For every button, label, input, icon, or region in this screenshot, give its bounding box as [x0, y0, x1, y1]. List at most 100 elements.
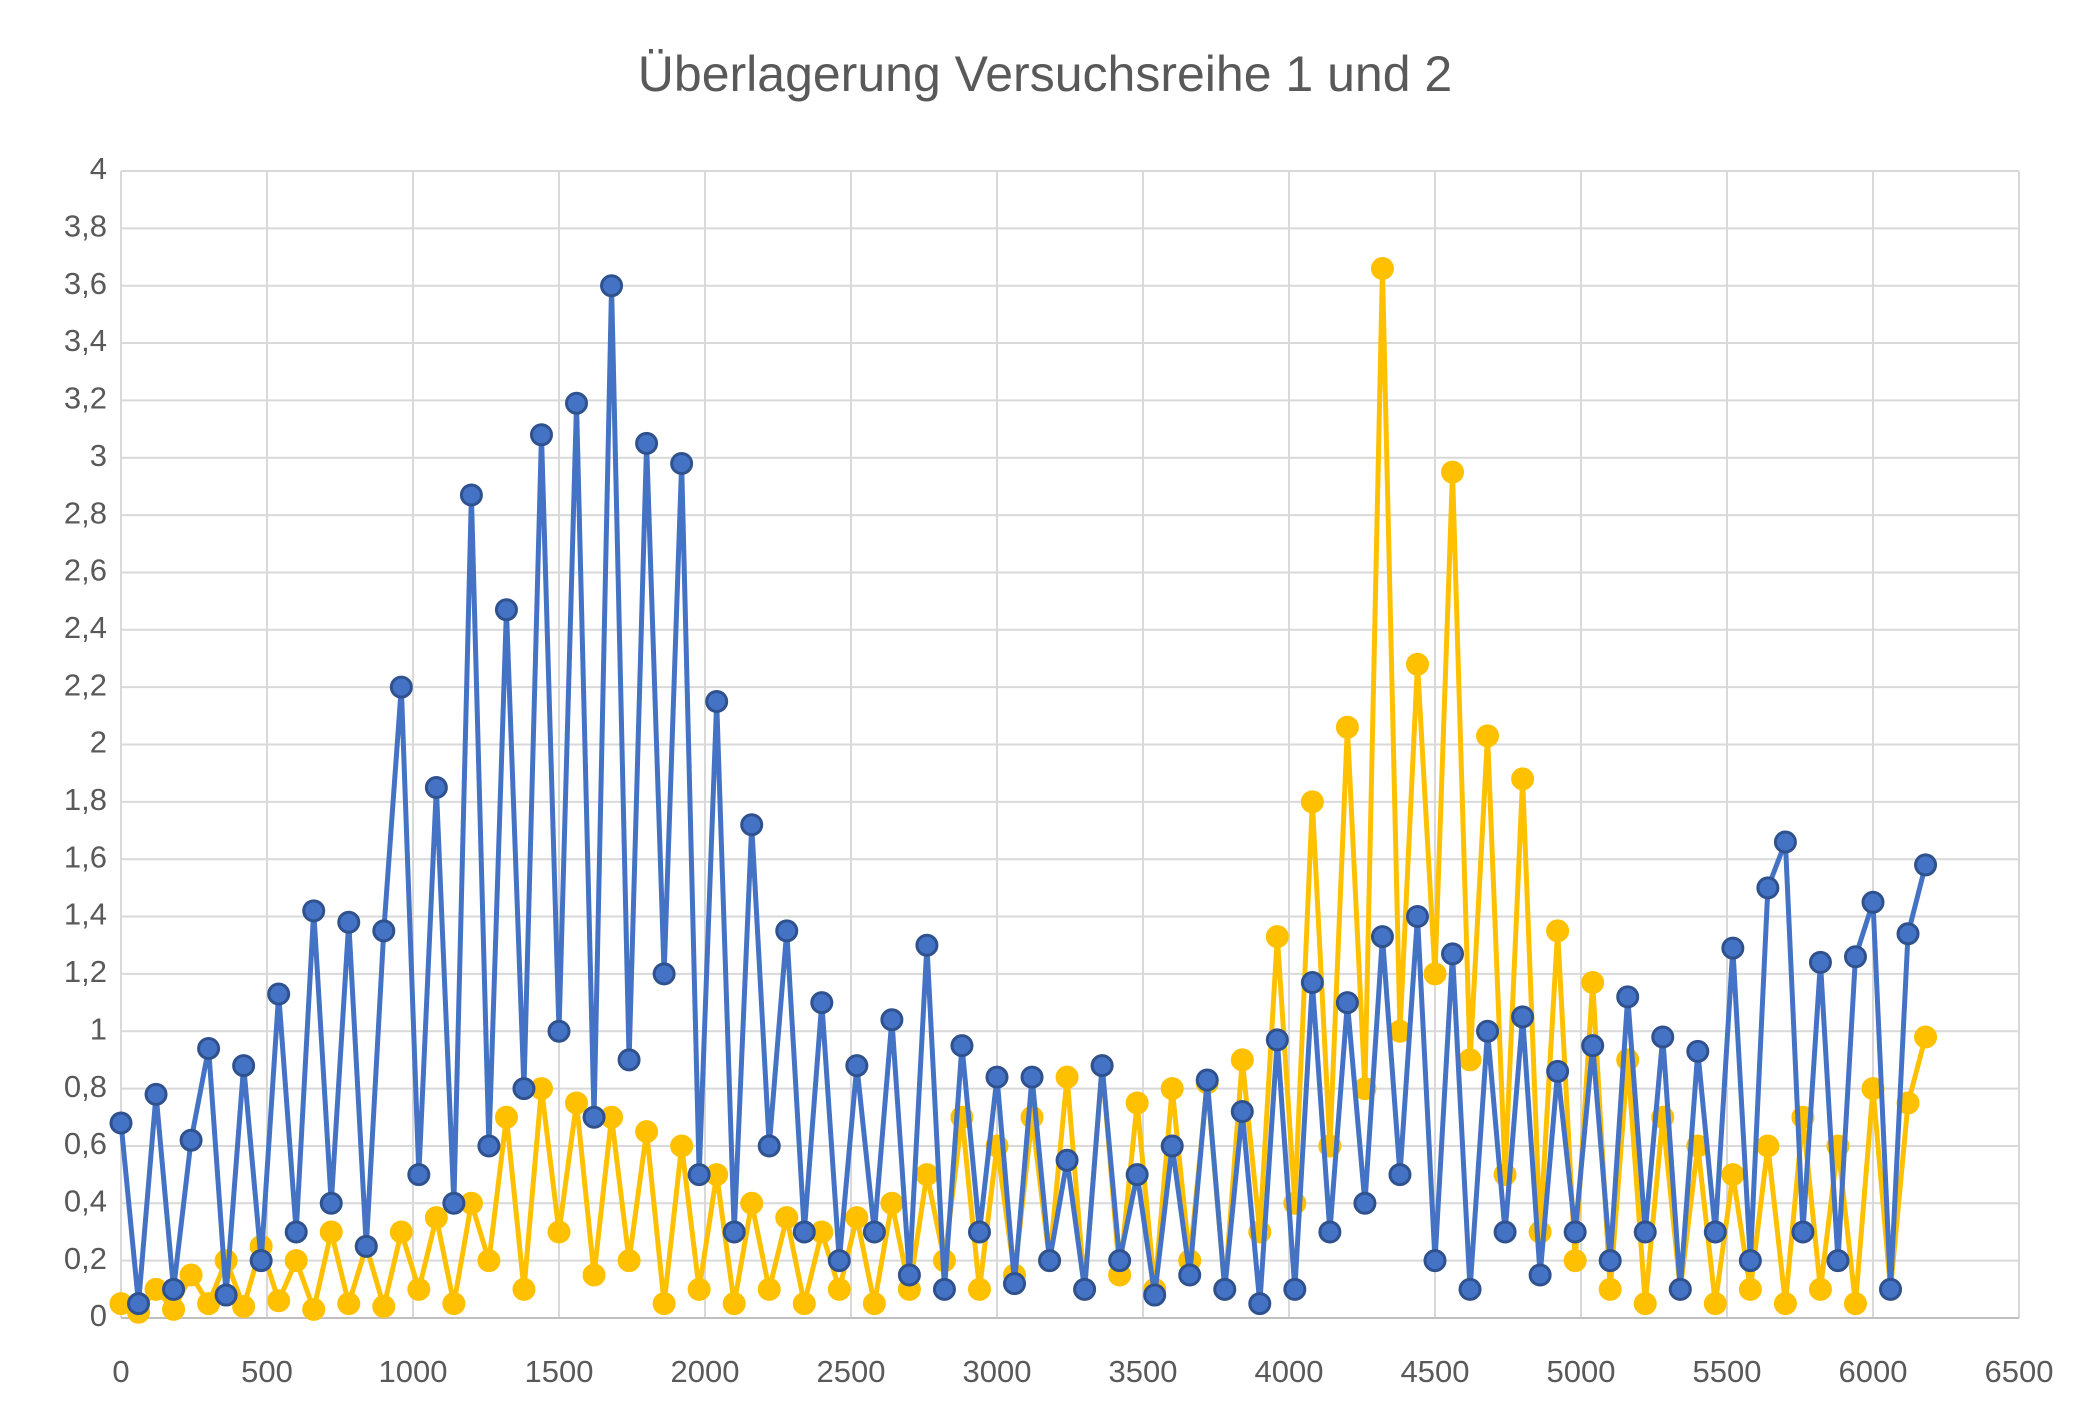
marker — [1914, 853, 1938, 877]
marker — [1879, 1277, 1903, 1301]
marker — [407, 1163, 431, 1187]
marker — [1843, 1292, 1867, 1316]
marker — [267, 1289, 291, 1313]
marker — [529, 423, 553, 447]
marker — [337, 910, 361, 934]
marker — [932, 1277, 956, 1301]
marker — [1318, 1220, 1342, 1244]
y-tick-label: 2,6 — [64, 553, 107, 588]
marker — [512, 1277, 536, 1301]
y-tick-label: 2,4 — [64, 610, 107, 645]
marker — [582, 1105, 606, 1129]
marker — [1108, 1249, 1132, 1273]
marker — [547, 1220, 571, 1244]
y-tick-label: 3,8 — [64, 209, 107, 244]
marker — [565, 1091, 589, 1115]
marker — [1038, 1249, 1062, 1273]
marker — [319, 1191, 343, 1215]
y-tick-label: 2 — [90, 725, 107, 760]
marker — [1423, 1249, 1447, 1273]
x-tick-label: 0 — [112, 1354, 129, 1389]
marker — [249, 1249, 273, 1273]
marker — [985, 1065, 1009, 1089]
y-tick-label: 1,2 — [64, 954, 107, 989]
marker — [1668, 1277, 1692, 1301]
marker — [600, 274, 624, 298]
y-tick-label: 1 — [90, 1011, 107, 1046]
x-tick-label: 6500 — [1985, 1354, 2054, 1389]
marker — [232, 1295, 256, 1319]
marker — [635, 1120, 659, 1144]
x-tick-label: 2000 — [671, 1354, 740, 1389]
marker — [1441, 942, 1465, 966]
marker — [179, 1263, 203, 1287]
marker — [1458, 1048, 1482, 1072]
y-tick-label: 0,4 — [64, 1183, 107, 1218]
marker — [687, 1163, 711, 1187]
marker — [950, 1034, 974, 1058]
marker — [652, 1292, 676, 1316]
marker — [845, 1054, 869, 1078]
x-tick-label: 1500 — [525, 1354, 594, 1389]
marker — [1581, 971, 1605, 995]
marker — [967, 1277, 991, 1301]
marker — [1651, 1025, 1675, 1049]
marker — [1405, 905, 1429, 929]
marker — [1791, 1220, 1815, 1244]
marker — [477, 1134, 501, 1158]
marker — [1528, 1263, 1552, 1287]
marker — [1756, 876, 1780, 900]
x-tick-label: 1000 — [379, 1354, 448, 1389]
x-tick-label: 500 — [241, 1354, 293, 1389]
marker — [1458, 1277, 1482, 1301]
marker — [372, 1295, 396, 1319]
marker — [862, 1220, 886, 1244]
marker — [1388, 1163, 1412, 1187]
marker — [670, 1134, 694, 1158]
marker — [1073, 1277, 1097, 1301]
marker — [1686, 1039, 1710, 1063]
y-tick-label: 3,6 — [64, 266, 107, 301]
x-tick-label: 3000 — [963, 1354, 1032, 1389]
marker — [582, 1263, 606, 1287]
marker — [915, 1163, 939, 1187]
marker — [1563, 1220, 1587, 1244]
marker — [179, 1128, 203, 1152]
marker — [1335, 991, 1359, 1015]
marker — [1143, 1283, 1167, 1307]
marker — [1265, 1028, 1289, 1052]
y-tick-label: 0,6 — [64, 1126, 107, 1161]
marker — [389, 675, 413, 699]
marker — [1808, 950, 1832, 974]
marker — [1721, 1163, 1745, 1187]
marker — [1546, 1059, 1570, 1083]
marker — [1511, 1005, 1535, 1029]
marker — [1861, 890, 1885, 914]
y-tick-label: 2,2 — [64, 667, 107, 702]
marker — [1563, 1249, 1587, 1273]
marker — [1423, 962, 1447, 986]
marker — [424, 776, 448, 800]
x-tick-label: 6000 — [1839, 1354, 1908, 1389]
marker — [1213, 1277, 1237, 1301]
y-tick-label: 3 — [90, 438, 107, 473]
marker — [162, 1277, 186, 1301]
marker — [1598, 1249, 1622, 1273]
marker — [967, 1220, 991, 1244]
marker — [372, 919, 396, 943]
marker — [1020, 1065, 1044, 1089]
marker — [1598, 1277, 1622, 1301]
marker — [880, 1008, 904, 1032]
marker — [284, 1220, 308, 1244]
chart-title: Überlagerung Versuchsreihe 1 und 2 — [638, 46, 1452, 102]
y-tick-label: 1,4 — [64, 897, 107, 932]
marker — [1773, 1292, 1797, 1316]
marker — [1616, 985, 1640, 1009]
marker — [1003, 1272, 1027, 1296]
marker — [1738, 1277, 1762, 1301]
x-tick-label: 4500 — [1401, 1354, 1470, 1389]
x-tick-label: 2500 — [817, 1354, 886, 1389]
y-tick-label: 1,8 — [64, 782, 107, 817]
marker — [670, 451, 694, 475]
marker — [1721, 936, 1745, 960]
